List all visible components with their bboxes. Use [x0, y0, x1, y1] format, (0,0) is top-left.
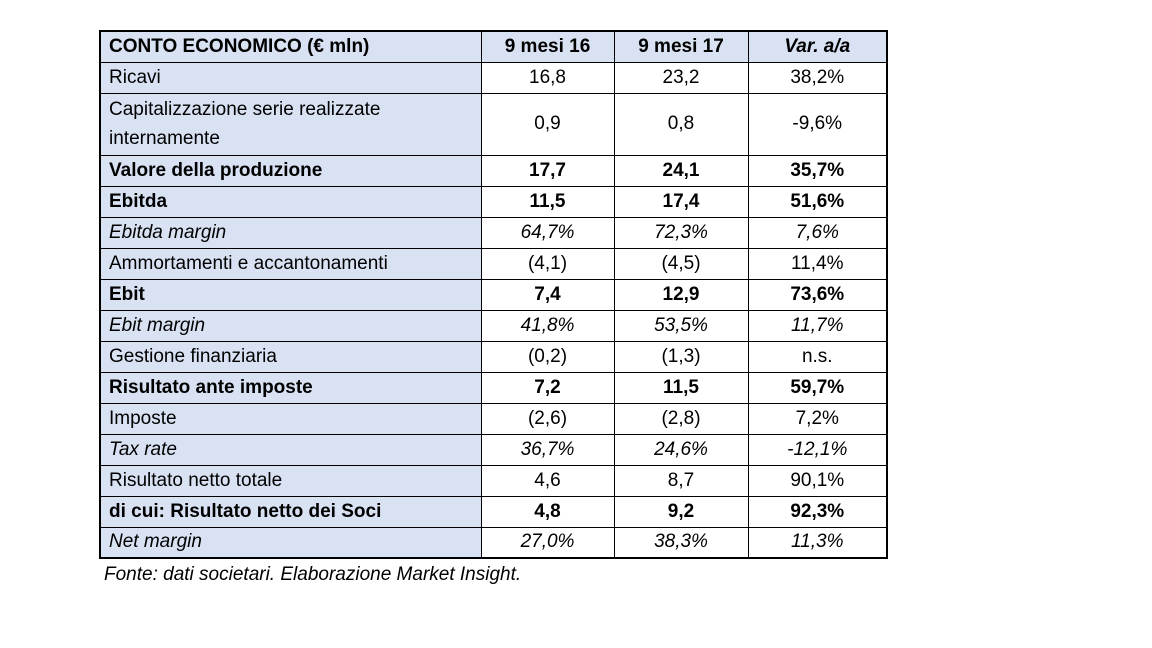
value-cell: 53,5% — [613, 309, 749, 342]
value-cell: 9,2 — [613, 495, 749, 528]
value-cell: n.s. — [747, 340, 888, 373]
table-row-ebit: Ebit 7,4 12,9 73,6% — [99, 278, 888, 311]
table-row-risultato-ante-imposte: Risultato ante imposte 7,2 11,5 59,7% — [99, 371, 888, 404]
table-row-ebitda-margin: Ebitda margin 64,7% 72,3% 7,6% — [99, 216, 888, 249]
row-label: Ebitda — [99, 185, 482, 218]
source-note: Fonte: dati societari. Elaborazione Mark… — [104, 564, 522, 585]
table-row-imposte: Imposte (2,6) (2,8) 7,2% — [99, 402, 888, 435]
value-cell: 0,9 — [480, 92, 615, 156]
value-cell: 36,7% — [480, 433, 615, 466]
value-cell: 4,6 — [480, 464, 615, 497]
value-cell: 38,3% — [613, 526, 749, 559]
value-cell: 7,4 — [480, 278, 615, 311]
value-cell: 72,3% — [613, 216, 749, 249]
row-label: Ricavi — [99, 61, 482, 94]
row-label: Ebit — [99, 278, 482, 311]
row-label: Ammortamenti e accantonamenti — [99, 247, 482, 280]
value-cell: 11,5 — [613, 371, 749, 404]
row-label: Risultato ante imposte — [99, 371, 482, 404]
value-cell: 51,6% — [747, 185, 888, 218]
column-header-var: Var. a/a — [747, 30, 888, 63]
row-label: Net margin — [99, 526, 482, 559]
value-cell: (4,5) — [613, 247, 749, 280]
value-cell: -12,1% — [747, 433, 888, 466]
value-cell: (2,8) — [613, 402, 749, 435]
row-label: Capitalizzazione serie realizzate intern… — [99, 92, 482, 156]
income-statement-sheet: CONTO ECONOMICO (€ mln) 9 mesi 16 9 mesi… — [99, 30, 888, 586]
value-cell: 7,2 — [480, 371, 615, 404]
table-row-ammortamenti: Ammortamenti e accantonamenti (4,1) (4,5… — [99, 247, 888, 280]
value-cell: 11,3% — [747, 526, 888, 559]
value-cell: 11,7% — [747, 309, 888, 342]
table-row-ricavi: Ricavi 16,8 23,2 38,2% — [99, 61, 888, 94]
table-title-cell: CONTO ECONOMICO (€ mln) — [99, 30, 482, 63]
income-statement-table: CONTO ECONOMICO (€ mln) 9 mesi 16 9 mesi… — [99, 30, 888, 559]
row-label: Gestione finanziaria — [99, 340, 482, 373]
value-cell: 12,9 — [613, 278, 749, 311]
value-cell: 41,8% — [480, 309, 615, 342]
row-label: Valore della produzione — [99, 154, 482, 187]
value-cell: (1,3) — [613, 340, 749, 373]
value-cell: 0,8 — [613, 92, 749, 156]
table-row-valore-produzione: Valore della produzione 17,7 24,1 35,7% — [99, 154, 888, 187]
table-row-net-margin: Net margin 27,0% 38,3% 11,3% — [99, 526, 888, 559]
row-label: Imposte — [99, 402, 482, 435]
value-cell: 4,8 — [480, 495, 615, 528]
table-row-risultato-netto-totale: Risultato netto totale 4,6 8,7 90,1% — [99, 464, 888, 497]
value-cell: 92,3% — [747, 495, 888, 528]
row-label: Ebit margin — [99, 309, 482, 342]
value-cell: 64,7% — [480, 216, 615, 249]
row-label: Ebitda margin — [99, 216, 482, 249]
row-label: Risultato netto totale — [99, 464, 482, 497]
value-cell: 16,8 — [480, 61, 615, 94]
column-header-9mesi16: 9 mesi 16 — [480, 30, 615, 63]
value-cell: 8,7 — [613, 464, 749, 497]
value-cell: 11,4% — [747, 247, 888, 280]
value-cell: -9,6% — [747, 92, 888, 156]
value-cell: 23,2 — [613, 61, 749, 94]
value-cell: (0,2) — [480, 340, 615, 373]
value-cell: 35,7% — [747, 154, 888, 187]
value-cell: 38,2% — [747, 61, 888, 94]
row-label: Tax rate — [99, 433, 482, 466]
value-cell: 11,5 — [480, 185, 615, 218]
value-cell: 7,6% — [747, 216, 888, 249]
table-row-risultato-netto-soci: di cui: Risultato netto dei Soci 4,8 9,2… — [99, 495, 888, 528]
value-cell: 24,1 — [613, 154, 749, 187]
table-row-ebitda: Ebitda 11,5 17,4 51,6% — [99, 185, 888, 218]
value-cell: 59,7% — [747, 371, 888, 404]
value-cell: 24,6% — [613, 433, 749, 466]
value-cell: 17,4 — [613, 185, 749, 218]
value-cell: 90,1% — [747, 464, 888, 497]
table-row-tax-rate: Tax rate 36,7% 24,6% -12,1% — [99, 433, 888, 466]
value-cell: (4,1) — [480, 247, 615, 280]
value-cell: 17,7 — [480, 154, 615, 187]
row-label: di cui: Risultato netto dei Soci — [99, 495, 482, 528]
value-cell: 7,2% — [747, 402, 888, 435]
value-cell: 73,6% — [747, 278, 888, 311]
header-row: CONTO ECONOMICO (€ mln) 9 mesi 16 9 mesi… — [99, 30, 888, 63]
value-cell: (2,6) — [480, 402, 615, 435]
table-row-capitalizzazione: Capitalizzazione serie realizzate intern… — [99, 92, 888, 156]
table-row-gestione-finanziaria: Gestione finanziaria (0,2) (1,3) n.s. — [99, 340, 888, 373]
column-header-9mesi17: 9 mesi 17 — [613, 30, 749, 63]
value-cell: 27,0% — [480, 526, 615, 559]
table-row-ebit-margin: Ebit margin 41,8% 53,5% 11,7% — [99, 309, 888, 342]
